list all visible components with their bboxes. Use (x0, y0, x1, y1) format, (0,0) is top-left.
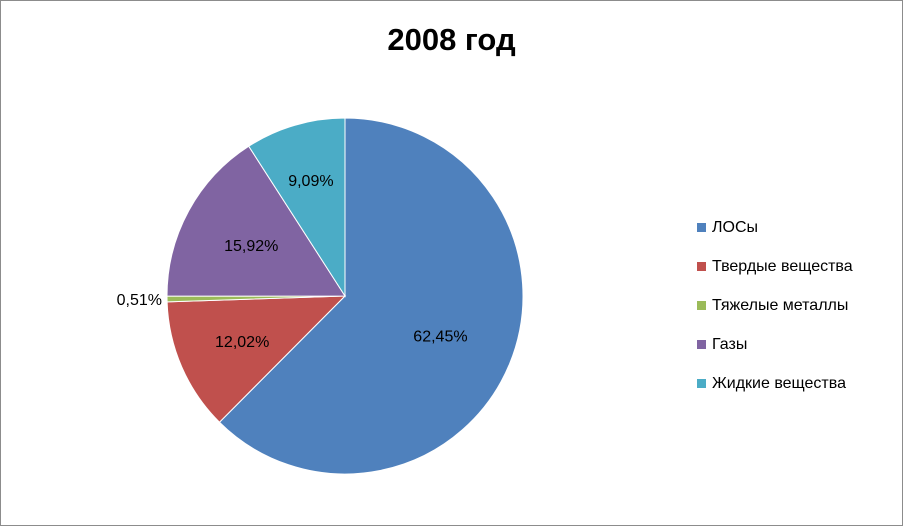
legend-swatch-solids (697, 262, 706, 271)
legend-item-heavy-metals: Тяжелые металлы (697, 286, 853, 325)
legend-item-solids: Твердые вещества (697, 247, 853, 286)
legend-swatch-gases (697, 340, 706, 349)
legend-item-liquids: Жидкие вещества (697, 364, 853, 403)
data-label-solids: 12,02% (215, 334, 269, 351)
legend: ЛОСы Твердые вещества Тяжелые металлы Га… (697, 208, 853, 403)
legend-swatch-liquids (697, 379, 706, 388)
data-label-liquids: 9,09% (288, 173, 333, 190)
pie-slice-gases (166, 145, 346, 297)
data-label-gases: 15,92% (224, 238, 278, 255)
data-label-los: 62,45% (413, 328, 467, 345)
legend-label-liquids: Жидкие вещества (712, 374, 846, 392)
legend-item-gases: Газы (697, 325, 853, 364)
pie-slice-liquids (248, 117, 346, 298)
legend-swatch-los (697, 223, 706, 232)
legend-swatch-heavy-metals (697, 301, 706, 310)
legend-label-heavy-metals: Тяжелые металлы (712, 296, 849, 314)
legend-label-solids: Твердые вещества (712, 257, 853, 275)
data-label-heavy-metals: 0,51% (117, 292, 162, 309)
legend-item-los: ЛОСы (697, 208, 853, 247)
chart-title: 2008 год (387, 22, 516, 57)
pie-slice-los (218, 117, 524, 475)
legend-label-los: ЛОСы (712, 218, 758, 236)
pie-slice-solids (166, 295, 347, 423)
legend-label-gases: Газы (712, 335, 748, 353)
